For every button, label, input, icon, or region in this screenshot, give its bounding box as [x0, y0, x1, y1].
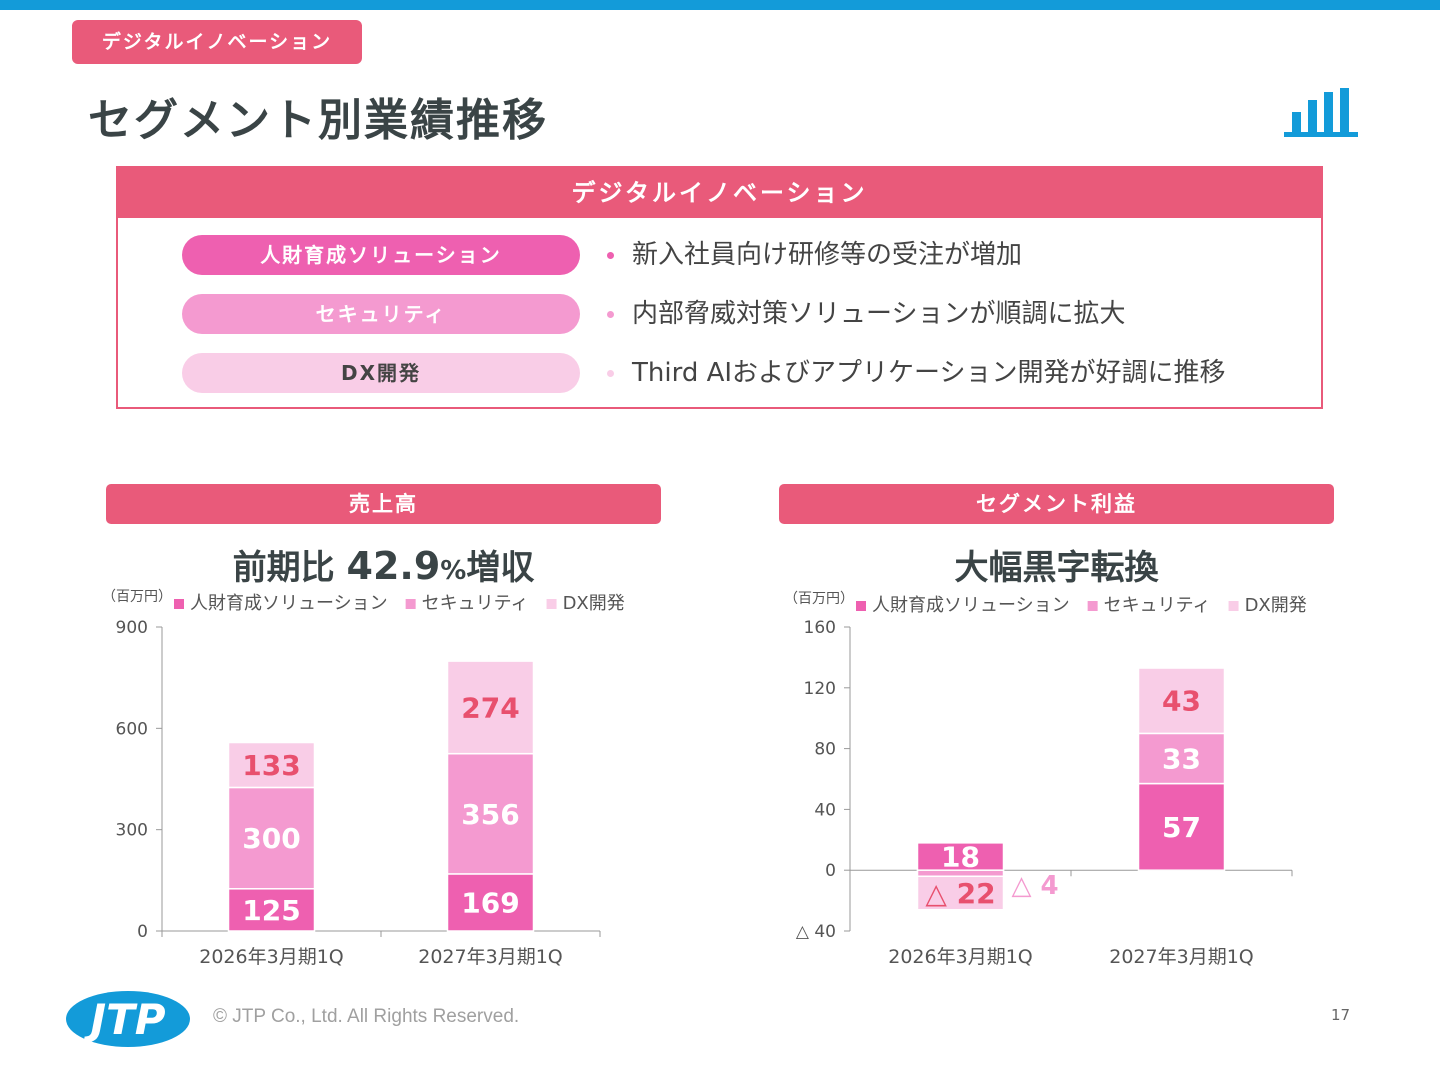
legend-swatch [856, 601, 866, 611]
data-label: 57 [1162, 811, 1201, 844]
sales-headline-number: 42.9 [346, 544, 441, 588]
section-tag: デジタルイノベーション [72, 20, 362, 64]
sales-section-title: 売上高 [106, 484, 661, 524]
page-title: セグメント別業績推移 [88, 95, 548, 146]
legend-label: セキュリティ [422, 593, 529, 614]
segment-description: Third AIおよびアプリケーション開発が好調に推移 [632, 358, 1226, 388]
page-number: 17 [1331, 1006, 1351, 1024]
top-accent-bar [0, 0, 1440, 10]
y-tick-label: 80 [814, 740, 836, 760]
segment-pill-dx: DX開発 [182, 353, 580, 393]
bar-segment [227, 888, 316, 932]
legend-label: DX開発 [563, 593, 625, 614]
segment-box-title: デジタルイノベーション [118, 168, 1321, 218]
sales-headline-suffix: 増収 [466, 548, 535, 588]
legend-swatch [174, 599, 184, 609]
legend-swatch [546, 599, 557, 609]
bullet-dot [607, 311, 614, 318]
bar-segment [1137, 782, 1226, 871]
bar-segment [916, 875, 1005, 911]
bullet-dot [607, 252, 614, 259]
jtp-logo-text: JTP [83, 995, 165, 1044]
legend-swatch [405, 599, 416, 609]
bar-segment [446, 660, 535, 755]
y-tick-label: △ 40 [796, 922, 836, 942]
data-label: 300 [242, 822, 300, 855]
x-tick-label: 2027年3月期1Q [418, 946, 563, 968]
legend-label: セキュリティ [1104, 595, 1211, 616]
data-label: 18 [941, 841, 980, 874]
y-tick-label: 120 [804, 679, 836, 699]
x-tick-label: 2026年3月期1Q [888, 946, 1033, 968]
legend-swatch [1228, 601, 1239, 611]
copyright: © JTP Co., Ltd. All Rights Reserved. [213, 1006, 520, 1027]
legend-label: 人財育成ソリューション [190, 593, 388, 614]
segment-row-dx: DX開発 Third AIおよびアプリケーション開発が好調に推移 [182, 353, 1282, 393]
segment-row-security: セキュリティ 内部脅威対策ソリューションが順調に拡大 [182, 294, 1282, 334]
unit-label: （百万円） [784, 591, 854, 607]
legend-label: DX開発 [1245, 595, 1307, 616]
x-tick-label: 2027年3月期1Q [1109, 946, 1254, 968]
segment-pill-hr: 人財育成ソリューション [182, 235, 580, 275]
y-tick-label: 0 [137, 922, 148, 942]
data-label: △ 4 [1012, 871, 1059, 901]
sales-headline-pct: % [440, 556, 467, 586]
bar-segment [916, 869, 1005, 878]
profit-chart: （百万円） 人財育成ソリューション セキュリティ DX開発 △ 40 0 40 80 120 16… [784, 591, 1307, 968]
y-tick-label: 160 [804, 618, 836, 638]
sales-headline: 前期比 42.9%増収 [106, 540, 661, 589]
y-tick-label: 600 [116, 719, 148, 739]
y-tick-label: 0 [825, 861, 836, 881]
bar-segment [227, 741, 316, 789]
sales-chart: （百万円） 人財育成ソリューション セキュリティ DX開発 0 300 600 900 2026… [102, 589, 625, 968]
data-label: 33 [1162, 742, 1201, 775]
y-tick-label: 300 [116, 821, 148, 841]
bar-chart-icon [1284, 88, 1358, 137]
profit-headline: 大幅黒字転換 [954, 548, 1159, 588]
segment-pill-security: セキュリティ [182, 294, 580, 334]
y-tick-label: 40 [814, 800, 836, 820]
data-label: 43 [1162, 685, 1201, 718]
segment-description: 内部脅威対策ソリューションが順調に拡大 [632, 299, 1126, 329]
data-label: 125 [242, 894, 300, 927]
legend-label: 人財育成ソリューション [872, 595, 1070, 616]
data-label: △ 22 [925, 877, 995, 910]
data-label: 274 [461, 691, 519, 724]
y-tick-label: 900 [116, 618, 148, 638]
jtp-logo: JTP [66, 991, 190, 1047]
segment-row-hr: 人財育成ソリューション 新入社員向け研修等の受注が増加 [182, 235, 1282, 275]
bar-segment [1137, 667, 1226, 735]
segment-description: 新入社員向け研修等の受注が増加 [632, 240, 1023, 270]
sales-headline-prefix: 前期比 [232, 548, 347, 588]
data-label: 356 [461, 798, 519, 831]
data-label: 169 [461, 886, 519, 919]
profit-section-title: セグメント利益 [779, 484, 1334, 524]
data-label: 133 [242, 749, 300, 782]
x-tick-label: 2026年3月期1Q [199, 946, 344, 968]
legend-swatch [1087, 601, 1098, 611]
bullet-dot [607, 370, 614, 377]
segment-summary-box: デジタルイノベーション 人財育成ソリューション 新入社員向け研修等の受注が増加 … [116, 166, 1323, 409]
unit-label: （百万円） [102, 589, 172, 605]
